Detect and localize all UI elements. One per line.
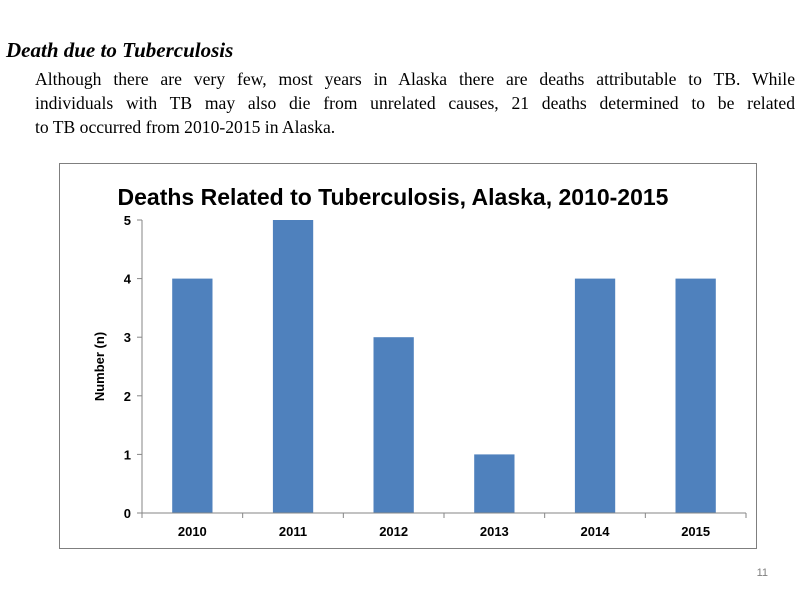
x-tick-label: 2014 — [581, 524, 611, 539]
y-tick-label: 4 — [124, 272, 132, 287]
y-tick-label: 1 — [124, 447, 131, 462]
y-tick-label: 5 — [124, 213, 131, 228]
chart-frame: Number (n) 0 1 2 3 4 5 2010 2011 2012 2013 2014 201… — [59, 163, 757, 549]
bar-chart: Number (n) 0 1 2 3 4 5 2010 2011 2012 2013 2014 201… — [92, 184, 747, 539]
y-tick-label: 3 — [124, 330, 131, 345]
y-tick-label: 0 — [124, 506, 131, 521]
bar-2015 — [675, 278, 716, 513]
chart-title: Deaths Related to Tuberculosis, Alaska, … — [118, 184, 669, 210]
bar-2010 — [172, 278, 213, 513]
body-paragraph: Although there are very few, most years … — [35, 67, 795, 139]
paragraph-line: to TB occurred from 2010-2015 in Alaska. — [35, 117, 336, 137]
x-tick-label: 2010 — [178, 524, 207, 539]
bar-2014 — [574, 278, 616, 513]
y-axis-label: Number (n) — [92, 332, 107, 401]
x-tick-label: 2011 — [279, 524, 307, 539]
paragraph-line: individuals with TB may also die from un… — [35, 93, 795, 113]
paragraph-line: Although there are very few, most years … — [35, 69, 795, 89]
y-tick-label: 2 — [124, 389, 131, 404]
x-tick-label: 2015 — [681, 524, 710, 539]
x-tick-label: 2013 — [480, 524, 509, 539]
page-heading: Death due to Tuberculosis — [6, 38, 234, 62]
bar-2012 — [373, 337, 414, 513]
bar-2011 — [272, 220, 314, 513]
page-number: 11 — [756, 567, 768, 579]
x-tick-label: 2012 — [379, 524, 408, 539]
bar-2013 — [474, 454, 515, 513]
